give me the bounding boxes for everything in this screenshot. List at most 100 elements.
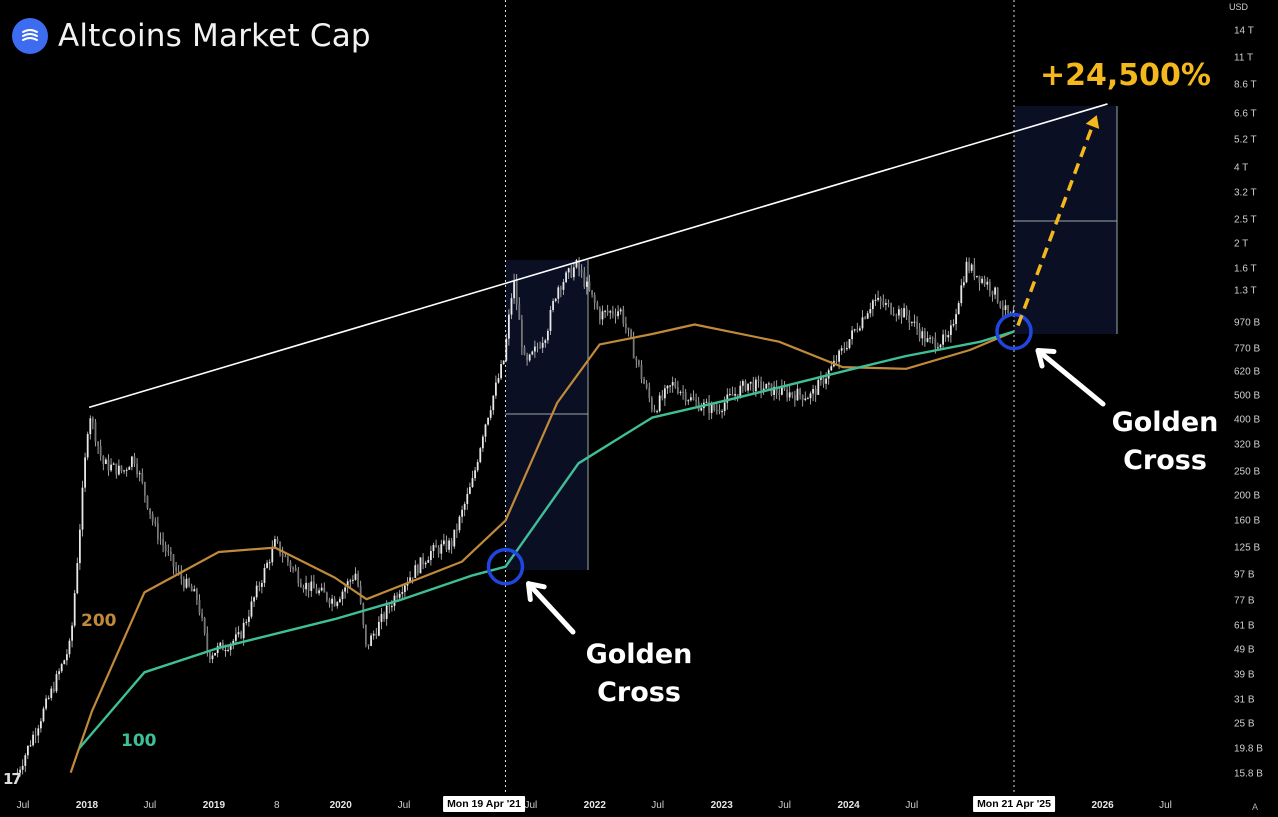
y-tick-label: 770 B [1234, 343, 1261, 355]
candle-body [676, 387, 679, 393]
candle-body [234, 634, 237, 641]
candle-body [575, 260, 578, 268]
candle-body [97, 441, 99, 447]
candle-body [817, 379, 820, 395]
candle-body [336, 602, 339, 607]
tradingview-logo[interactable]: 17 [3, 770, 22, 788]
candle-body [835, 360, 838, 362]
candle-body [468, 487, 471, 494]
golden-cross-label-1: Golden Cross [585, 639, 693, 708]
candle-body [198, 599, 201, 614]
candle-body [193, 589, 196, 592]
candle-body [640, 364, 643, 379]
candle-body [744, 381, 747, 391]
candle-body [791, 392, 794, 396]
candle-body [362, 603, 365, 625]
candle-body [544, 340, 547, 343]
candle-body [942, 334, 944, 345]
candle-body [367, 644, 370, 646]
ma100-line [78, 330, 1015, 749]
candle-body [388, 605, 391, 608]
candle-body [164, 545, 167, 552]
candle-body [448, 540, 450, 550]
candle-body [622, 309, 625, 324]
chart-title: Altcoins Market Cap [58, 18, 371, 54]
x-tick-label: 8 [274, 800, 280, 811]
candle-body [741, 381, 744, 386]
candle-body [240, 632, 242, 639]
candle-body [786, 389, 788, 398]
candle-body [955, 314, 957, 325]
candle-body [645, 383, 648, 388]
candle-body [463, 503, 466, 510]
candle-body [21, 765, 24, 770]
candle-body [749, 381, 752, 384]
candle-body [619, 309, 622, 312]
candle-body [531, 351, 534, 355]
y-tick-label: 6.6 T [1234, 108, 1257, 119]
candle-body [195, 589, 198, 600]
candle-body [710, 404, 713, 413]
resistance-trendline [88, 103, 1108, 409]
candle-body [37, 728, 40, 736]
candle-body [63, 660, 66, 665]
candle-body [674, 382, 677, 388]
candle-body [455, 529, 458, 531]
candle-body [572, 267, 575, 278]
candle-body [739, 385, 742, 398]
currency-label[interactable]: USD [1228, 2, 1248, 12]
candle-body [481, 436, 484, 449]
candle-body [947, 334, 950, 338]
candle-body [172, 554, 175, 567]
candle-body [866, 313, 869, 319]
candle-body [26, 745, 29, 756]
candle-body [128, 467, 131, 470]
candle-body [695, 399, 697, 402]
candle-body [162, 539, 164, 546]
candle-body [806, 398, 809, 400]
candle-body [879, 297, 882, 302]
candle-body [692, 397, 695, 400]
candle-body [679, 391, 682, 393]
candle-body [825, 378, 827, 384]
candle-body [767, 383, 770, 385]
candle-body [453, 529, 456, 547]
candle-body [19, 769, 21, 773]
candle-body [908, 315, 911, 323]
auto-scale-button[interactable]: A [1251, 802, 1258, 812]
candle-body [437, 547, 440, 554]
x-tick-label: Jul [651, 800, 665, 811]
candle-body [156, 523, 159, 540]
crosshair-date-label-2: Mon 21 Apr '25 [973, 796, 1055, 812]
candle-body [546, 330, 549, 341]
candle-body [175, 566, 177, 571]
candle-body [487, 417, 489, 425]
candle-body [357, 573, 359, 586]
candle-body [320, 587, 323, 591]
candle-body [203, 618, 206, 633]
candle-body [307, 582, 310, 591]
candle-body [687, 400, 690, 402]
candle-body [921, 331, 924, 339]
candle-body [120, 465, 123, 472]
y-tick-label: 2 T [1234, 238, 1249, 250]
candle-body [567, 268, 570, 273]
candle-body [918, 328, 921, 339]
candle-body [936, 347, 939, 349]
golden-cross-label-2: Golden Cross [1111, 407, 1219, 476]
candle-body [396, 595, 398, 598]
x-tick-label: 2019 [202, 800, 226, 811]
candle-body [325, 592, 328, 600]
candle-body [323, 587, 326, 593]
candle-body [328, 599, 331, 604]
candle-body [650, 398, 653, 410]
candle-body [705, 401, 708, 403]
candle-body [778, 392, 781, 395]
x-tick-label: Jul [397, 800, 411, 811]
y-tick-label: 31 B [1234, 694, 1255, 706]
candle-body [211, 655, 214, 660]
candle-body [718, 409, 721, 412]
y-tick-label: 3.2 T [1234, 187, 1257, 199]
crosshair-date-label-1: Mon 19 Apr '21 [443, 796, 525, 812]
candle-body [723, 402, 726, 412]
